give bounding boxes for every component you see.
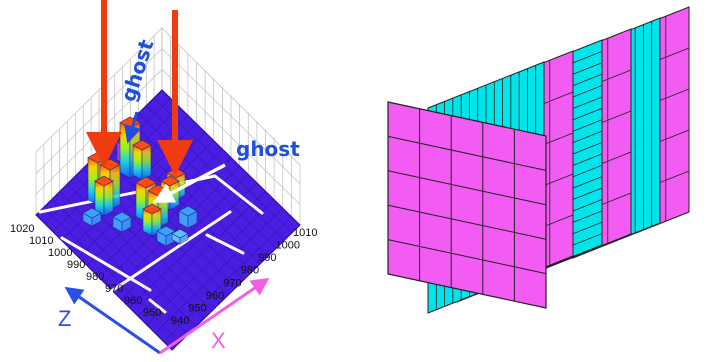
floor-gridline — [154, 207, 283, 334]
box-walls — [35, 27, 301, 226]
ghost-label-right: ghost — [236, 137, 300, 161]
right-tick-label: 970 — [223, 277, 241, 289]
wall-gridline — [161, 69, 301, 205]
wall-gridline — [35, 69, 163, 195]
left-tick-label: 960 — [124, 295, 142, 307]
histogram-tower — [156, 225, 176, 247]
right-tick-label: 990 — [258, 252, 276, 264]
tower-top — [160, 175, 180, 187]
left-tick-label: 1020 — [10, 223, 34, 235]
left-tick-label: 1010 — [29, 235, 53, 247]
floor-gridline — [112, 165, 240, 292]
floor-gridline — [138, 113, 277, 249]
pad-line — [387, 135, 547, 171]
tower-top — [82, 207, 102, 219]
plane-face — [387, 101, 547, 309]
ghost-arrow-blue — [124, 111, 142, 144]
detector-planes — [387, 6, 690, 314]
left-tick-label: 950 — [143, 307, 161, 319]
front-detector-plane — [387, 101, 547, 309]
pad-line — [387, 170, 547, 206]
wall-gridline — [161, 48, 301, 184]
histogram-tower — [82, 207, 102, 227]
z-axis-label: Z — [58, 306, 71, 331]
histogram-tower — [94, 175, 114, 217]
right-tick-label: 1000 — [276, 240, 300, 252]
tower-top — [135, 176, 157, 189]
floor-gridline — [130, 121, 269, 257]
right-tick-label: 1010 — [293, 227, 317, 239]
right-tick-label: 940 — [171, 315, 189, 327]
tower-top — [171, 228, 189, 239]
left-tick-label: 1000 — [48, 247, 72, 259]
tower-top — [142, 203, 162, 215]
floor-gridline — [137, 191, 266, 317]
floor-gridline — [163, 216, 292, 342]
floor-gridline — [129, 182, 258, 309]
right-tick-label: 950 — [188, 302, 206, 314]
tower-face — [119, 121, 131, 179]
tower-top — [112, 211, 132, 223]
ghost-arrow-white — [152, 163, 226, 203]
histogram-tower — [132, 139, 152, 181]
tower-top — [94, 175, 114, 187]
floor-gridline — [146, 105, 285, 241]
histogram-tower — [142, 203, 162, 237]
wall-gridline — [35, 48, 163, 174]
left-tick-label: 970 — [105, 283, 123, 295]
right-tick-label: 960 — [206, 290, 224, 302]
left-tick-label: 990 — [67, 259, 85, 271]
histogram-tower — [112, 211, 132, 233]
z-axis-arrow — [64, 286, 161, 355]
histogram-tower — [178, 205, 198, 229]
x-axis-arrow — [159, 277, 270, 355]
floor-gridline — [146, 199, 275, 325]
tower-face — [132, 144, 143, 181]
track-lines — [38, 174, 264, 314]
tower-top — [178, 205, 198, 217]
pad-line — [387, 239, 547, 275]
tower-face — [103, 180, 114, 217]
tower-top — [156, 225, 176, 237]
left-tick-label: 980 — [86, 271, 104, 283]
right-tick-label: 980 — [241, 265, 259, 277]
x-axis-label: X — [211, 328, 226, 353]
wall-gridlines — [35, 35, 301, 217]
histogram-tower — [171, 228, 189, 245]
pad-line — [387, 204, 547, 240]
tower-face — [141, 144, 152, 181]
